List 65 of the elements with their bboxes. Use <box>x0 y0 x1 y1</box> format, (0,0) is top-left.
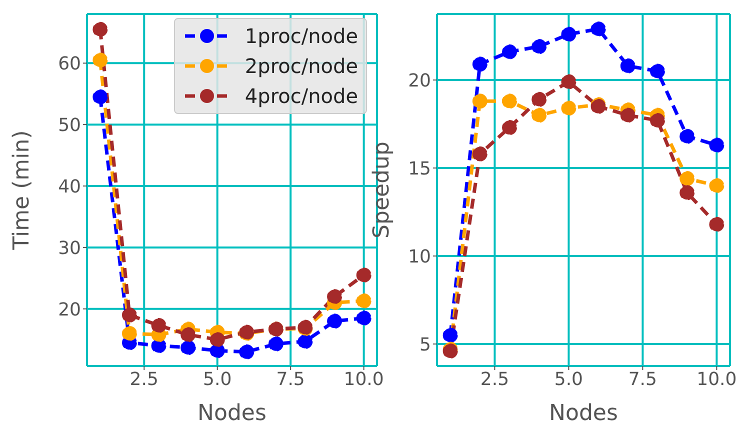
x-tick-label: 2.5 <box>480 368 510 390</box>
legend-label: 1proc/node <box>244 23 358 50</box>
point <box>180 327 196 342</box>
point <box>92 52 108 68</box>
point <box>590 21 606 36</box>
point <box>502 94 518 109</box>
point <box>268 336 284 352</box>
point <box>650 112 665 128</box>
y-tick-label: 15 <box>408 158 431 180</box>
point <box>502 44 518 60</box>
x-tick-label: 7.5 <box>628 368 658 390</box>
point <box>561 26 576 42</box>
point <box>239 344 254 360</box>
point <box>680 128 695 144</box>
legend-label: 2proc/node <box>244 53 358 80</box>
y-tick-label: 30 <box>58 238 81 259</box>
point <box>122 308 137 323</box>
point <box>709 178 724 194</box>
point <box>680 185 695 200</box>
x-tick-label: 10.0 <box>344 368 384 390</box>
x-axis-title: Nodes <box>198 401 266 424</box>
point <box>532 39 547 54</box>
point <box>709 216 724 232</box>
point <box>620 108 636 123</box>
point <box>327 314 342 329</box>
point <box>472 146 488 162</box>
legend-label: 4proc/node <box>244 83 358 110</box>
point <box>92 22 108 37</box>
x-tick-label: 7.5 <box>276 368 305 390</box>
y-tick-label: 60 <box>58 54 81 75</box>
y-tick-label: 20 <box>408 70 431 92</box>
point <box>210 332 225 348</box>
point <box>502 120 518 136</box>
point <box>356 293 372 308</box>
x-axis-title: Nodes <box>549 401 618 424</box>
point <box>472 56 488 72</box>
y-tick-label: 10 <box>408 246 431 268</box>
point <box>180 340 196 356</box>
point <box>92 89 108 104</box>
x-tick-label: 5.0 <box>554 368 584 390</box>
point <box>561 74 576 90</box>
point <box>298 334 313 349</box>
point <box>532 92 547 107</box>
point <box>650 64 665 79</box>
x-tick-label: 5.0 <box>203 368 232 390</box>
point <box>472 94 488 109</box>
point <box>356 310 372 326</box>
point <box>620 58 636 74</box>
y-tick-label: 20 <box>58 299 81 320</box>
point <box>151 318 166 333</box>
point <box>561 100 576 116</box>
point <box>327 289 342 304</box>
y-tick-label: 5 <box>420 334 431 356</box>
point <box>709 138 724 153</box>
point <box>680 171 695 186</box>
y-tick-label: 50 <box>58 114 81 136</box>
y-axis-title: Speedup <box>370 142 394 238</box>
point <box>356 268 372 283</box>
point <box>122 326 137 341</box>
point <box>532 108 547 123</box>
x-tick-label: 10.0 <box>696 368 737 390</box>
x-tick-label: 2.5 <box>130 368 158 390</box>
y-tick-label: 40 <box>58 176 81 198</box>
y-axis-title: Time (min) <box>10 130 34 251</box>
point <box>442 328 458 343</box>
